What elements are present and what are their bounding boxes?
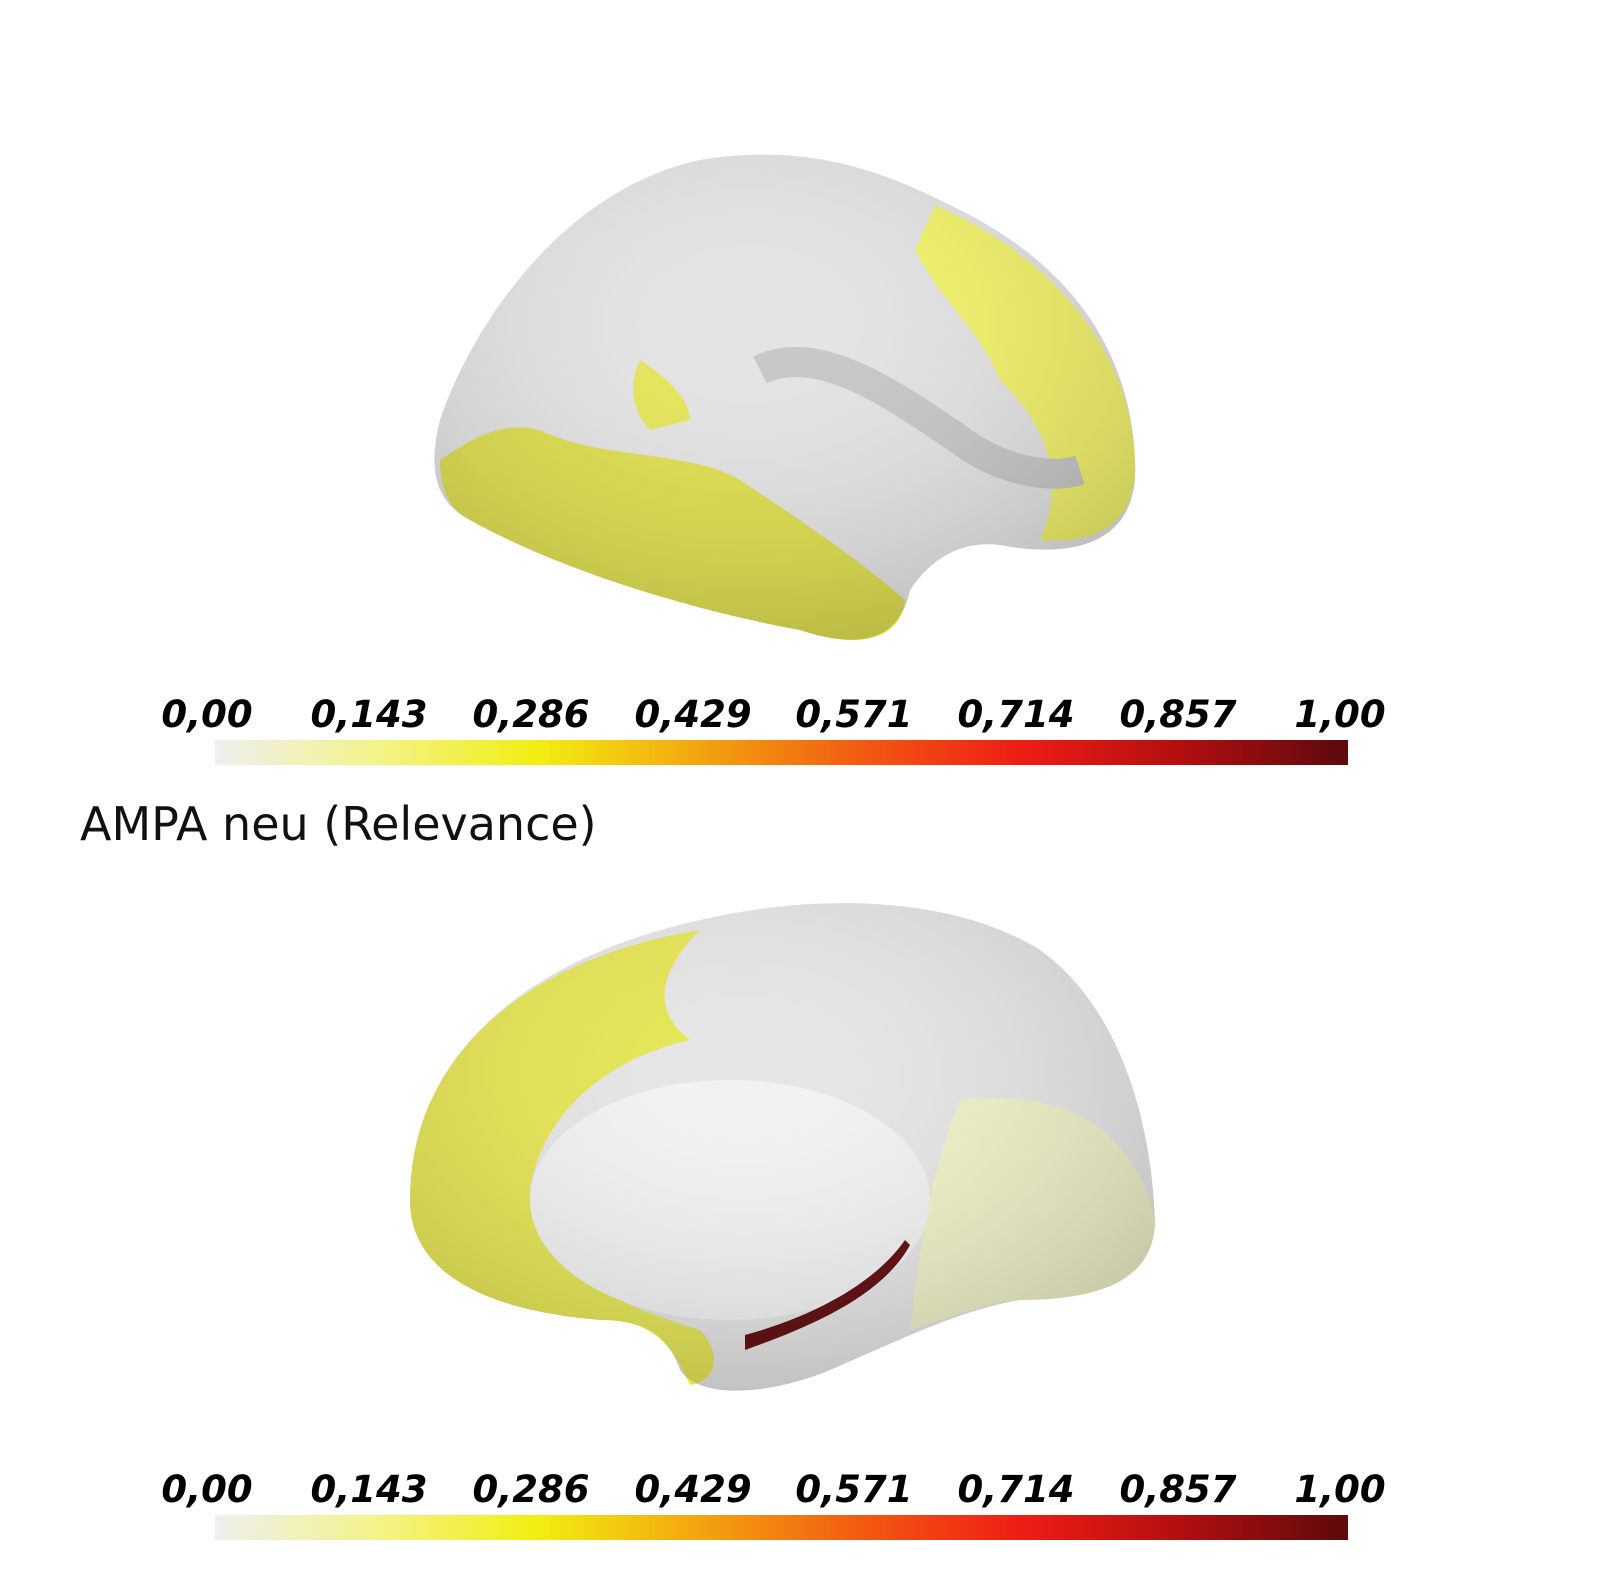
colorbar-tick-label: 0,857 [1119, 1468, 1236, 1511]
colorbar-tick-label: 0,143 [310, 693, 427, 736]
colorbar-tick-label: 0,00 [161, 1468, 252, 1511]
colorbar [215, 1515, 1348, 1540]
colorbar-tick-label: 0,143 [310, 1468, 427, 1511]
colorbar-tick-label: 0,714 [957, 1468, 1074, 1511]
colorbar-tick-label: 0,571 [795, 693, 912, 736]
colorbar [215, 740, 1348, 765]
colorbar-tick-label: 0,00 [161, 693, 252, 736]
colorbar-tick-label: 0,286 [473, 693, 590, 736]
title: AMPA neu (Relevance) [80, 797, 597, 851]
colorbar-tick-label: 0,286 [473, 1468, 590, 1511]
colorbar-tick-label: 0,571 [795, 1468, 912, 1511]
colorbar-tick-label: 1,00 [1294, 693, 1385, 736]
colorbar-tick-label: 0,429 [635, 693, 752, 736]
brain-lateral [434, 154, 1136, 640]
colorbar-tick-label: 0,429 [635, 1468, 752, 1511]
shading [410, 903, 1155, 1391]
brain-medial [410, 903, 1155, 1391]
colorbar-tick-label: 1,00 [1294, 1468, 1385, 1511]
shading [434, 154, 1136, 640]
colorbar-tick-label: 0,714 [957, 693, 1074, 736]
colorbar-tick-label: 0,857 [1119, 693, 1236, 736]
